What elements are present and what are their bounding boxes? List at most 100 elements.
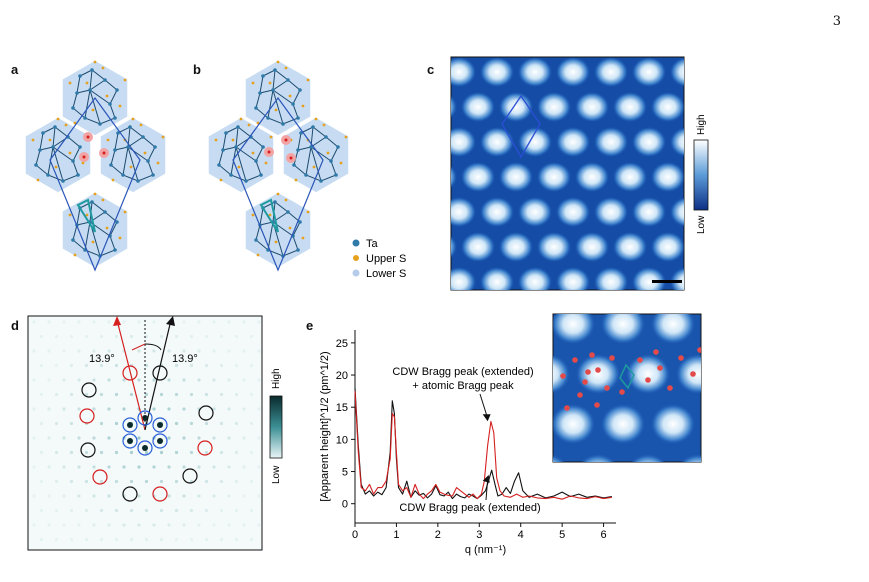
fft-dot — [219, 508, 224, 513]
fft-dot — [212, 465, 216, 469]
fft-dot — [144, 363, 149, 368]
stm-spot — [670, 267, 684, 290]
fft-dot — [137, 349, 141, 353]
fft-dot — [204, 479, 209, 484]
stm-spot — [499, 232, 533, 262]
inset-spot — [601, 314, 645, 344]
inset-red-dot — [585, 369, 591, 375]
fft-dot — [197, 494, 201, 498]
fft-dot — [107, 494, 111, 498]
panel-d-fft-image: 13.9° 13.9° — [27, 315, 268, 551]
fft-dot — [92, 407, 96, 411]
fft-dot — [265, 480, 268, 483]
stm-spot — [556, 267, 590, 290]
fft-dot — [257, 407, 261, 411]
fft-dot — [129, 479, 134, 484]
fft-dot — [99, 450, 104, 455]
stm-spot — [499, 302, 533, 332]
panel-label-c: c — [427, 62, 435, 77]
stm-spot — [651, 232, 684, 262]
fft-dot — [47, 465, 51, 469]
fft-dot — [47, 407, 51, 411]
fft-dot — [152, 320, 156, 324]
fft-dot — [212, 378, 216, 382]
fft-dot — [242, 407, 246, 411]
panel-a-lattice — [24, 59, 167, 272]
fft-dot — [114, 537, 119, 542]
fft-dot — [122, 465, 126, 469]
x-tick-label: 4 — [518, 529, 524, 541]
fft-dot — [137, 494, 141, 498]
inset-red-dot — [690, 371, 696, 377]
fft-dot — [152, 378, 156, 382]
legend-lower-s-marker — [352, 269, 360, 277]
fft-dot — [54, 334, 59, 339]
fft-dot — [47, 349, 51, 353]
fft-dot — [62, 320, 66, 324]
fft-dot — [144, 508, 149, 513]
fft-dot — [69, 537, 74, 542]
fft-dot — [249, 537, 254, 542]
fft-dot — [77, 494, 81, 498]
legend-ta-marker — [352, 239, 360, 247]
inset-red-dot — [560, 373, 566, 379]
fft-dot — [62, 378, 66, 382]
stm-spot — [632, 267, 666, 290]
fft-dot — [99, 479, 104, 484]
fft-dot — [114, 450, 119, 455]
fft-dot — [137, 378, 141, 382]
inset-spot — [726, 454, 770, 494]
fft-dot — [84, 450, 89, 455]
panel-b-lattice — [207, 59, 350, 272]
stm-spot — [518, 57, 552, 87]
inset-spot — [680, 454, 701, 462]
stm-spot — [556, 197, 590, 227]
inset-red-dot — [594, 402, 600, 408]
stm-spot — [613, 22, 647, 52]
fft-dot — [69, 334, 74, 339]
panel-e-inset-image — [552, 313, 770, 494]
fft-dot — [114, 363, 119, 368]
angle-right-label: 13.9° — [172, 353, 198, 365]
stm-spot — [575, 22, 609, 52]
fft-dot — [182, 320, 186, 324]
fft-dot — [92, 494, 96, 498]
scale-bar — [652, 280, 682, 283]
fft-dot — [84, 479, 89, 484]
colorbar-d-high: High — [271, 368, 282, 389]
fft-dot — [122, 523, 126, 527]
fft-dot — [137, 436, 141, 440]
stm-spot — [480, 127, 514, 157]
inset-red-dot — [595, 367, 601, 373]
series-line-1 — [354, 391, 612, 500]
fft-dot — [92, 523, 96, 527]
fft-dot — [84, 363, 89, 368]
fft-dot — [174, 450, 179, 455]
stm-spot — [689, 232, 723, 262]
colorbar-c-low: Low — [696, 215, 707, 234]
fft-dot — [197, 378, 201, 382]
fft-dot — [189, 421, 194, 426]
fft-dot — [257, 494, 261, 498]
y-tick-label: 10 — [336, 434, 348, 446]
angle-left-label: 13.9° — [89, 353, 115, 365]
stm-spot — [451, 267, 476, 290]
fft-dot — [189, 537, 194, 542]
fft-dot — [227, 523, 231, 527]
fft-dot — [69, 421, 74, 426]
inset-spot — [626, 354, 670, 394]
fft-dot — [69, 392, 74, 397]
stm-spot — [518, 197, 552, 227]
fft-dot — [174, 392, 179, 397]
fft-dot — [114, 479, 119, 484]
fft-dot — [159, 537, 164, 542]
fft-dot — [182, 465, 186, 469]
fft-dot — [84, 392, 89, 397]
fft-dot — [32, 378, 36, 382]
stm-spot — [461, 92, 495, 122]
fft-dot — [129, 392, 134, 397]
fft-dot — [265, 364, 268, 367]
fft-dot — [257, 465, 261, 469]
fft-dot — [129, 537, 134, 542]
